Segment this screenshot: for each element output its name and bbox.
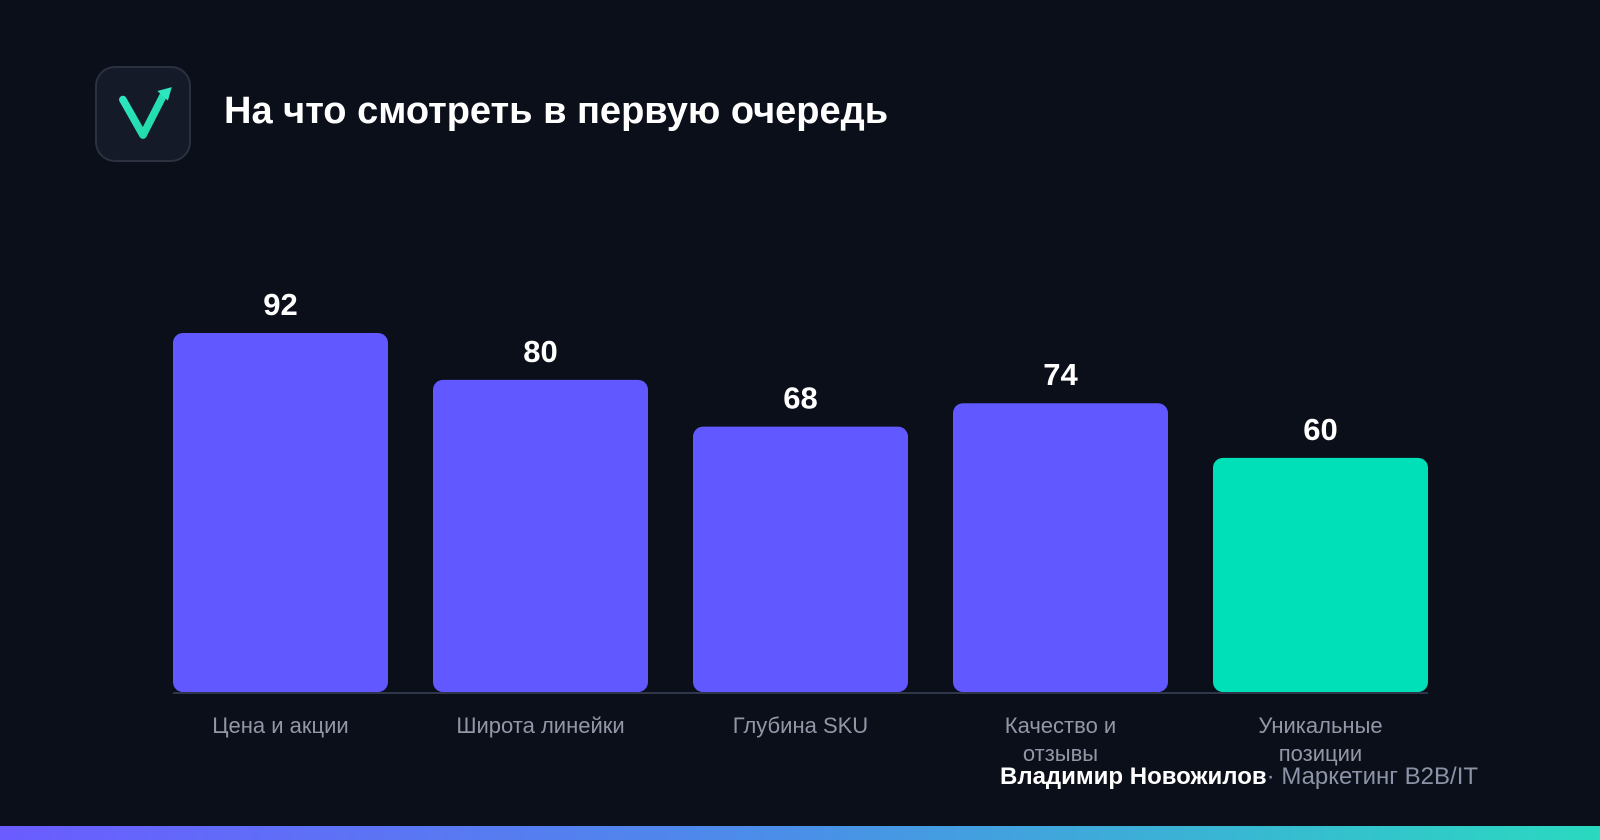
author-name: Владимир Новожилов	[1000, 763, 1267, 790]
bar-4	[953, 403, 1168, 692]
accent-gradient-bar	[0, 826, 1600, 840]
bar-value-label-2: 80	[523, 334, 557, 369]
category-label-3: Глубина SKU	[733, 713, 868, 738]
bar-3	[693, 426, 908, 692]
bar-chart: 92 Цена и акции 80 Широта линейки 68 Глубина …	[173, 287, 1428, 766]
checkmark-growth-icon	[119, 87, 172, 139]
bar-value-label-3: 68	[783, 381, 817, 416]
bar-value-label-5: 60	[1303, 412, 1337, 447]
logo-badge	[95, 66, 191, 162]
author-credit: Владимир Новожилов· Маркетинг B2B/IT	[1000, 763, 1478, 791]
category-label-4: Качество и отзывы	[1005, 713, 1116, 766]
bar-2	[433, 379, 648, 692]
category-label-2: Широта линейки	[456, 713, 624, 738]
bar-1	[173, 333, 388, 692]
bar-value-label-1: 92	[263, 287, 297, 322]
page-title: На что смотреть в первую очередь	[224, 90, 889, 132]
category-label-5: Уникальные позиции	[1258, 713, 1382, 766]
bar-5	[1213, 457, 1428, 692]
author-role: Маркетинг B2B/IT	[1281, 763, 1479, 790]
credit-separator: ·	[1266, 763, 1275, 790]
bar-value-label-4: 74	[1043, 357, 1078, 392]
category-label-1: Цена и акции	[212, 713, 348, 738]
